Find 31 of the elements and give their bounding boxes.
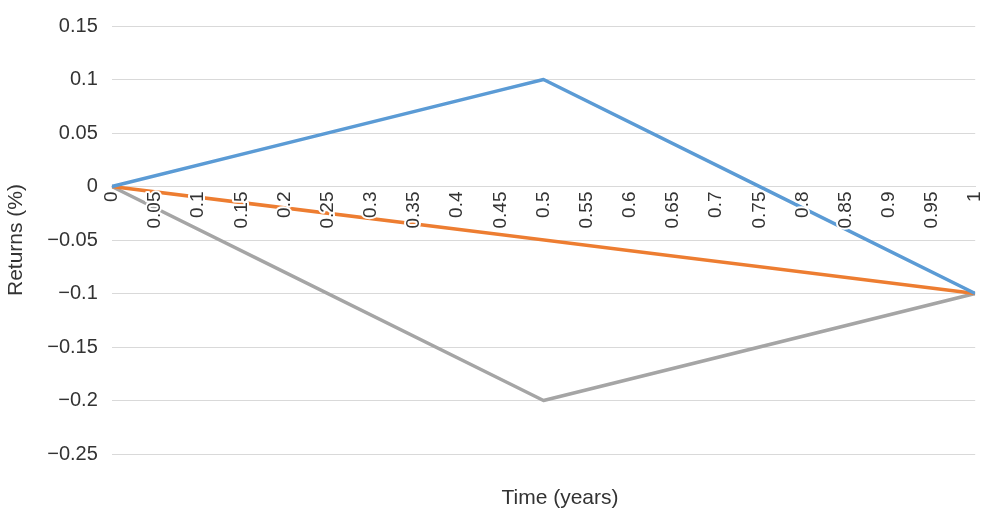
y-tick-label: −0.25 — [47, 441, 98, 464]
x-tick-label: 0.9 — [877, 191, 899, 218]
x-tick-label: 0.15 — [229, 191, 251, 229]
x-tick-label: 0.75 — [747, 191, 769, 229]
x-tick-label: 0.25 — [315, 191, 337, 229]
y-tick-label: 0.1 — [69, 67, 98, 90]
x-tick-label: 0.6 — [618, 191, 640, 218]
y-tick-label: −0.1 — [58, 281, 98, 304]
x-tick-label: 0.8 — [790, 191, 812, 218]
x-tick-label: 0.1 — [186, 191, 208, 218]
x-tick-label: 0.45 — [488, 191, 510, 229]
x-tick-label: 0.5 — [531, 191, 553, 218]
x-tick-label: 0.65 — [661, 191, 683, 229]
x-tick-label: 0.3 — [359, 191, 381, 218]
x-tick-label: 0.2 — [272, 191, 294, 218]
y-tick-label: −0.05 — [47, 227, 98, 250]
y-tick-label: −0.15 — [47, 334, 98, 357]
y-tick-label: 0.15 — [58, 13, 98, 36]
y-axis-title: Returns (%) — [3, 183, 27, 297]
x-tick-label: 0.7 — [704, 191, 726, 218]
x-tick-label: 0.85 — [833, 191, 855, 229]
x-tick-label: 0.95 — [920, 191, 942, 229]
y-tick-label: 0.05 — [58, 120, 98, 143]
x-tick-label: 0 — [100, 191, 122, 203]
x-tick-label: 0.35 — [402, 191, 424, 229]
x-tick-label: 0.4 — [445, 191, 467, 218]
y-tick-label: −0.2 — [58, 388, 98, 411]
x-tick-label: 0.55 — [574, 191, 596, 229]
x-tick-label: 0.05 — [143, 191, 165, 229]
x-axis-title: Time (years) — [500, 485, 620, 509]
x-tick-label: 1 — [963, 191, 985, 203]
